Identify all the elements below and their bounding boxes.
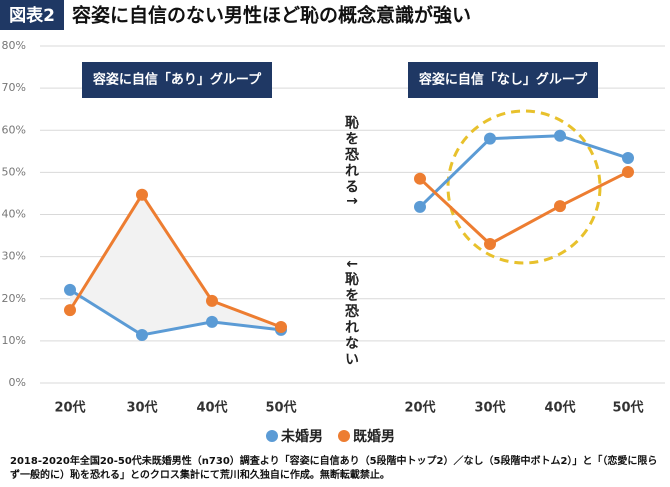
series-line (418, 170, 629, 246)
point (275, 320, 287, 333)
badge: 図表2 (9, 5, 55, 26)
source-note: 2018-2020年全国20-50代未既婚男性（n730）調査より「容姿に自信あ… (10, 456, 658, 481)
point (136, 328, 148, 341)
point (484, 132, 496, 145)
legend-marker (338, 430, 350, 442)
y-tick-label: 70% (2, 81, 26, 94)
legend-label: 既婚男 (353, 428, 395, 445)
point (554, 129, 566, 142)
series-line (418, 134, 629, 208)
panel-label: 容姿に自信「あり」グループ (92, 72, 262, 88)
x-tick-label: 20代 (54, 400, 85, 416)
legend-label: 未婚男 (281, 428, 323, 445)
x-tick-label: 50代 (265, 400, 296, 416)
x-tick-label: 30代 (126, 400, 157, 416)
point (414, 200, 426, 213)
y-tick-label: 40% (2, 208, 26, 221)
y-tick-label: 0% (9, 376, 26, 389)
annotation: ↓恥を恐れない (343, 258, 359, 368)
point (64, 283, 76, 296)
point (622, 152, 634, 165)
point (206, 294, 218, 307)
point (622, 165, 634, 178)
y-tick-label: 50% (2, 165, 26, 178)
legend-marker (266, 430, 278, 442)
point (206, 315, 218, 328)
y-tick-label: 30% (2, 250, 26, 263)
badge-bg (0, 0, 64, 30)
point (136, 188, 148, 201)
x-tick-label: 30代 (474, 400, 505, 416)
point (554, 200, 566, 213)
series-line (68, 191, 282, 329)
panel-label: 容姿に自信「なし」グループ (418, 72, 588, 88)
x-tick-label: 40代 (544, 400, 575, 416)
point (414, 172, 426, 185)
point (64, 304, 76, 317)
y-tick-label: 80% (2, 39, 26, 52)
chart-title: 容姿に自信のない男性ほど恥の概念意識が強い (72, 4, 471, 27)
point (484, 237, 496, 250)
panel-label-bg (408, 62, 598, 98)
y-tick-label: 10% (2, 334, 26, 347)
series-line (69, 288, 282, 337)
gap-area (70, 194, 281, 335)
annotation: 恥を恐れる↑ (343, 115, 359, 209)
x-tick-label: 50代 (612, 400, 643, 416)
x-tick-label: 20代 (404, 400, 435, 416)
y-tick-label: 60% (2, 123, 26, 136)
panel-label-bg (82, 62, 272, 98)
x-tick-label: 40代 (196, 400, 227, 416)
highlight-circle (446, 109, 602, 265)
y-tick-label: 20% (2, 292, 26, 305)
